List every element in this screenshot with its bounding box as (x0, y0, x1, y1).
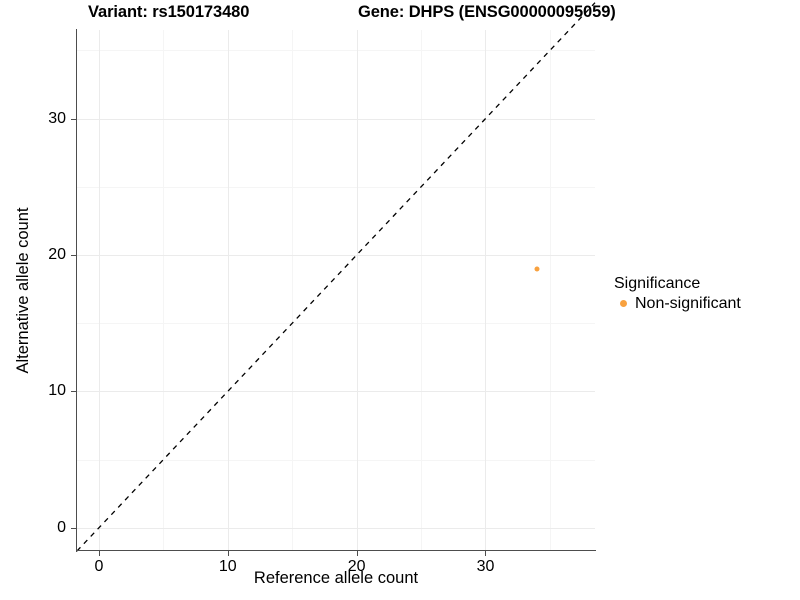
gridline-y-major (77, 391, 595, 393)
diagonal-reference-line (76, 2, 596, 552)
legend-dot-icon (614, 295, 632, 313)
y-axis-title: Alternative allele count (14, 207, 32, 374)
y-axis-ticks: 0 10 20 30 (0, 0, 76, 600)
x-tick-label: 10 (218, 558, 237, 575)
legend-item-label: Non-significant (635, 295, 741, 312)
variant-title: Variant: rs150173480 (88, 3, 250, 21)
gridline-y-minor (77, 323, 595, 325)
x-tick-mark (485, 551, 487, 556)
data-point[interactable] (534, 266, 540, 272)
x-tick-mark (356, 551, 358, 556)
x-axis-title: Reference allele count (253, 569, 419, 587)
x-tick-mark (98, 551, 100, 556)
chart-title-row: Variant: rs150173480 Gene: DHPS (ENSG000… (0, 3, 800, 25)
y-tick-label: 0 (57, 518, 66, 536)
y-tick-label: 10 (48, 382, 66, 400)
y-tick-label: 20 (48, 246, 66, 264)
gridline-x-major (485, 30, 487, 551)
gridline-x-minor (421, 30, 423, 551)
x-axis-line (76, 550, 596, 552)
legend-item[interactable]: Non-significant (614, 294, 794, 313)
gridline-y-major (77, 118, 595, 120)
y-tick-mark (71, 391, 76, 393)
gridline-x-minor (549, 30, 551, 551)
gridline-x-major (356, 30, 358, 551)
plot-panel (76, 2, 596, 552)
x-tick-label: 30 (476, 558, 495, 575)
gridline-y-minor (77, 186, 595, 188)
reference-line (76, 2, 596, 552)
y-tick-mark (71, 255, 76, 257)
gridline-x-minor (163, 30, 165, 551)
y-tick-mark (71, 527, 76, 529)
x-tick-label: 20 (347, 558, 366, 575)
gridline-y-major (77, 527, 595, 529)
x-tick-label: 0 (94, 558, 104, 575)
y-tick-label: 30 (48, 109, 66, 127)
y-tick-mark (71, 118, 76, 120)
gridline-x-minor (292, 30, 294, 551)
legend-title: Significance (614, 275, 701, 292)
gene-title: Gene: DHPS (ENSG00000095059) (358, 3, 616, 21)
gridline-y-minor (77, 50, 595, 52)
gridline-y-minor (77, 459, 595, 461)
x-tick-mark (227, 551, 229, 556)
y-axis-line (76, 29, 78, 552)
gridline-x-major (98, 30, 100, 551)
gridline-x-major (227, 30, 229, 551)
legend-items: Non-significant (614, 294, 794, 313)
legend: Significance Non-significant (614, 274, 794, 313)
gridline-y-major (77, 255, 595, 257)
